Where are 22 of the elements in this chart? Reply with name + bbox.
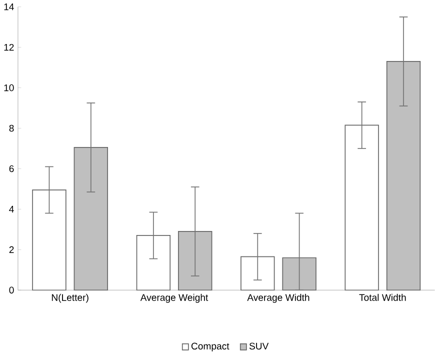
- legend-label: Compact: [191, 342, 230, 352]
- bar: [32, 189, 66, 290]
- y-tick-label: 8: [9, 124, 14, 132]
- bar: [282, 257, 316, 290]
- y-tick-label: 12: [4, 44, 14, 51]
- bar: [240, 256, 275, 290]
- legend-label: SUV: [249, 342, 269, 350]
- bar: [178, 230, 212, 290]
- x-tick-label: Average Weight: [140, 294, 208, 303]
- x-tick-label: Total Width: [359, 294, 406, 301]
- bar: [74, 146, 108, 290]
- y-tick-label: 4: [9, 206, 14, 212]
- y-tick-label: 6: [9, 165, 14, 172]
- bar: [136, 234, 171, 290]
- bar: [344, 124, 379, 290]
- x-tick-label: N(Letter): [52, 294, 88, 303]
- y-tick-label: 0: [9, 286, 14, 294]
- bar: [386, 60, 421, 290]
- y-tick-label: 2: [9, 246, 14, 253]
- y-tick-label: 10: [4, 84, 14, 92]
- y-tick-label: 14: [4, 3, 14, 10]
- x-tick-label: Average Width: [247, 294, 310, 303]
